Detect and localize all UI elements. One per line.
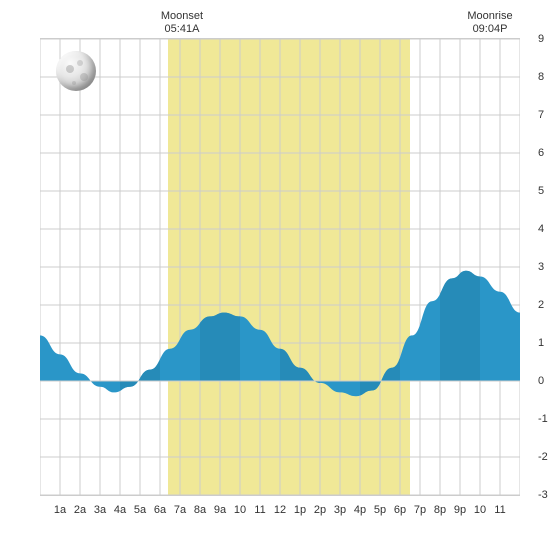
x-tick: 1a bbox=[54, 504, 66, 516]
y-tick: 3 bbox=[538, 261, 544, 273]
x-tick: 10 bbox=[234, 504, 246, 516]
y-tick: 7 bbox=[538, 109, 544, 121]
x-tick: 5p bbox=[374, 504, 386, 516]
x-tick: 10 bbox=[474, 504, 486, 516]
moon-icon bbox=[56, 51, 96, 91]
y-tick: 9 bbox=[538, 33, 544, 45]
moonset-time: 05:41A bbox=[161, 23, 203, 36]
x-tick: 8p bbox=[434, 504, 446, 516]
y-tick: 4 bbox=[538, 223, 544, 235]
x-tick: 9a bbox=[214, 504, 226, 516]
y-tick: 1 bbox=[538, 337, 544, 349]
moonset-label: Moonset 05:41A bbox=[161, 10, 203, 36]
x-tick: 6p bbox=[394, 504, 406, 516]
top-labels: Moonset 05:41A Moonrise 09:04P bbox=[40, 10, 520, 38]
x-tick: 12 bbox=[274, 504, 286, 516]
x-tick: 7a bbox=[174, 504, 186, 516]
moonrise-time: 09:04P bbox=[467, 23, 512, 36]
x-tick: 2p bbox=[314, 504, 326, 516]
x-tick: 3p bbox=[334, 504, 346, 516]
tide-chart: Moonset 05:41A Moonrise 09:04P -3-2-1012… bbox=[10, 10, 540, 524]
moonrise-label: Moonrise 09:04P bbox=[467, 10, 512, 36]
y-tick: 5 bbox=[538, 185, 544, 197]
x-tick: 9p bbox=[454, 504, 466, 516]
x-axis: 1a 2a 3a 4a 5a 6a 7a 8a 9a 10 11 12 1p 2p 3p 4p 5p 6p 7p 8p… bbox=[40, 504, 520, 524]
x-tick: 8a bbox=[194, 504, 206, 516]
y-tick: 2 bbox=[538, 299, 544, 311]
y-tick: -3 bbox=[538, 489, 548, 501]
x-tick: 11 bbox=[254, 504, 265, 516]
x-tick: 3a bbox=[94, 504, 106, 516]
plot-svg bbox=[40, 39, 520, 495]
y-tick: 8 bbox=[538, 71, 544, 83]
x-tick: 5a bbox=[134, 504, 146, 516]
plot-area: -3-2-10123456789 bbox=[40, 38, 520, 496]
x-tick: 7p bbox=[414, 504, 426, 516]
x-tick: 1p bbox=[294, 504, 306, 516]
y-tick: -2 bbox=[538, 451, 548, 463]
y-tick: 0 bbox=[538, 375, 544, 387]
x-tick: 11 bbox=[494, 504, 505, 516]
y-tick: -1 bbox=[538, 413, 548, 425]
x-tick: 2a bbox=[74, 504, 86, 516]
x-tick: 4a bbox=[114, 504, 126, 516]
x-tick: 6a bbox=[154, 504, 166, 516]
y-tick: 6 bbox=[538, 147, 544, 159]
x-tick: 4p bbox=[354, 504, 366, 516]
moonrise-title: Moonrise bbox=[467, 10, 512, 23]
moonset-title: Moonset bbox=[161, 10, 203, 23]
